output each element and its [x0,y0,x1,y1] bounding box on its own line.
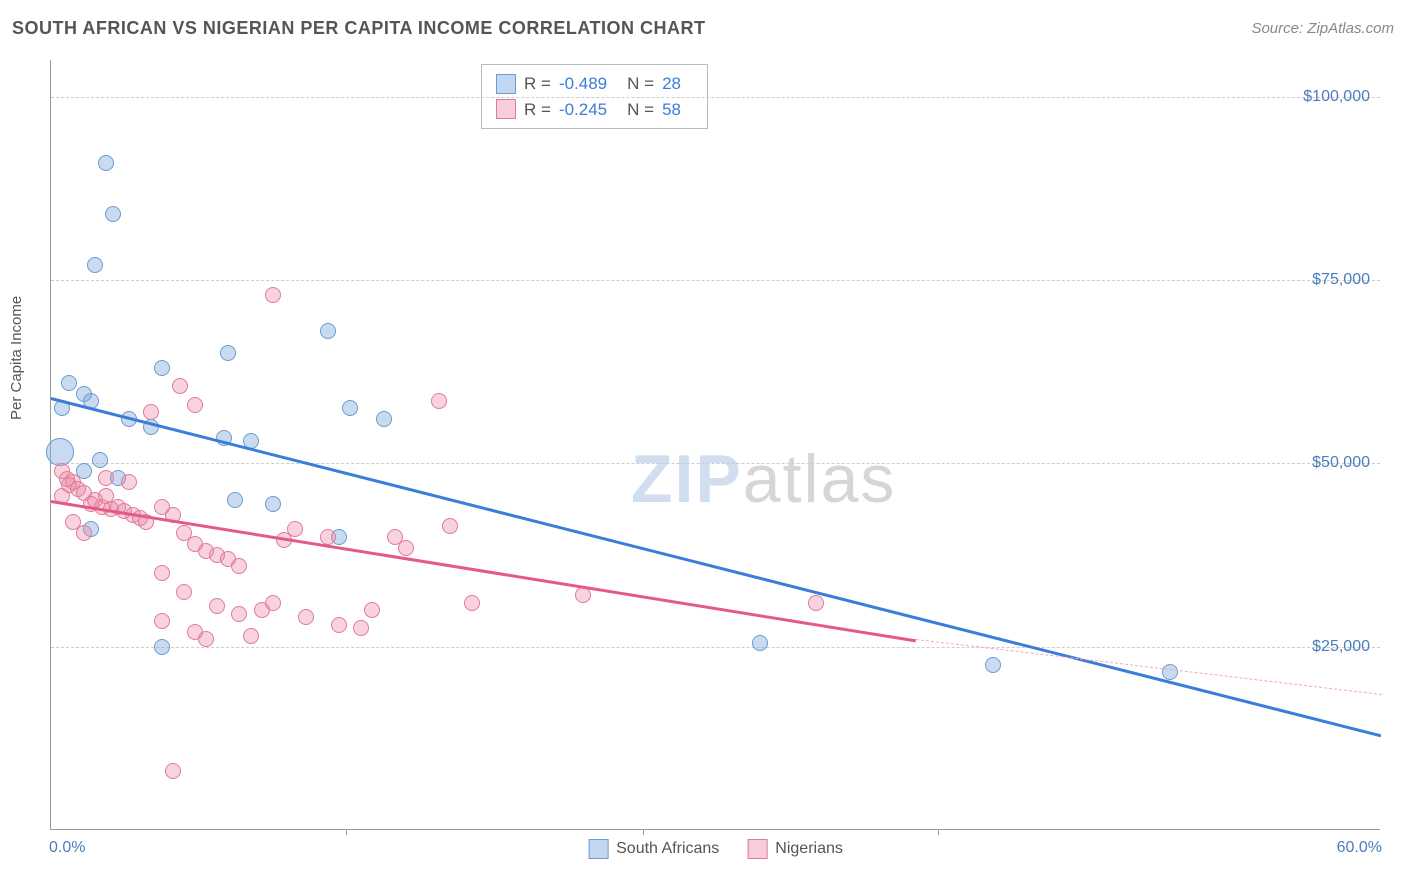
y-tick-label: $25,000 [1312,638,1370,656]
swatch-sa [496,74,516,94]
data-point [121,474,137,490]
stat-r-value-ng: -0.245 [559,97,607,123]
x-tick [346,829,347,835]
gridline [51,280,1380,281]
x-max-label: 60.0% [1337,839,1382,857]
data-point [98,155,114,171]
source-label: Source: ZipAtlas.com [1251,20,1394,37]
data-point [985,657,1001,673]
data-point [231,606,247,622]
data-point [61,375,77,391]
data-point [464,595,480,611]
data-point [320,529,336,545]
data-point [98,488,114,504]
data-point [265,496,281,512]
gridline [51,463,1380,464]
data-point [808,595,824,611]
data-point [353,620,369,636]
data-point [143,404,159,420]
data-point [265,287,281,303]
data-point [154,565,170,581]
data-point [165,763,181,779]
data-point [342,400,358,416]
stats-row-sa: R = -0.489 N = 28 [496,71,693,97]
watermark-atlas: atlas [743,441,897,517]
stat-n-value-sa: 28 [662,71,681,97]
y-tick-label: $50,000 [1312,454,1370,472]
data-point [376,411,392,427]
data-point [92,452,108,468]
data-point [287,521,303,537]
x-tick [643,829,644,835]
data-point [298,609,314,625]
stat-r-label: R = [524,97,551,123]
data-point [76,525,92,541]
chart-title: SOUTH AFRICAN VS NIGERIAN PER CAPITA INC… [12,18,706,39]
data-point [227,492,243,508]
legend-item-sa: South Africans [588,839,719,859]
data-point [364,602,380,618]
data-point [54,463,70,479]
data-point [87,257,103,273]
stat-n-value-ng: 58 [662,97,681,123]
bottom-legend: South Africans Nigerians [588,839,843,859]
data-point [105,206,121,222]
data-point [198,631,214,647]
y-axis-label: Per Capita Income [8,296,25,420]
stat-n-label: N = [627,97,654,123]
data-point [752,635,768,651]
legend-item-ng: Nigerians [747,839,843,859]
stat-r-label: R = [524,71,551,97]
legend-swatch-sa [588,839,608,859]
data-point [1162,664,1178,680]
data-point [172,378,188,394]
swatch-ng [496,99,516,119]
data-point [187,397,203,413]
y-tick-label: $100,000 [1303,88,1370,106]
data-point [431,393,447,409]
data-point [209,598,225,614]
data-point [442,518,458,534]
data-point [398,540,414,556]
legend-label-sa: South Africans [616,840,719,858]
data-point [176,584,192,600]
data-point [320,323,336,339]
data-point [331,617,347,633]
gridline [51,97,1380,98]
data-point [220,345,236,361]
watermark-zip: ZIP [631,441,743,517]
data-point [243,628,259,644]
x-min-label: 0.0% [49,839,85,857]
gridline [51,647,1380,648]
x-tick [938,829,939,835]
data-point [265,595,281,611]
data-point [154,639,170,655]
y-tick-label: $75,000 [1312,271,1370,289]
data-point [98,470,114,486]
regression-line [51,500,916,642]
legend-swatch-ng [747,839,767,859]
stat-n-label: N = [627,71,654,97]
watermark: ZIPatlas [631,440,896,518]
data-point [154,360,170,376]
stat-r-value-sa: -0.489 [559,71,607,97]
stats-row-ng: R = -0.245 N = 58 [496,97,693,123]
data-point [154,613,170,629]
legend-label-ng: Nigerians [775,840,843,858]
data-point [575,587,591,603]
header-row: SOUTH AFRICAN VS NIGERIAN PER CAPITA INC… [12,18,1394,39]
regression-line [51,397,1382,737]
chart-plot-area: ZIPatlas R = -0.489 N = 28 R = -0.245 N … [50,60,1380,830]
data-point [231,558,247,574]
